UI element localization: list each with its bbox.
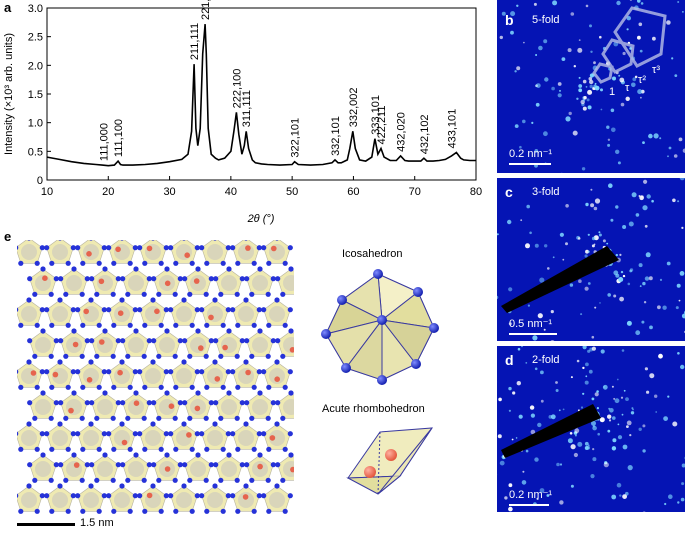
icosahedron-label: Icosahedron [342, 248, 403, 260]
tau-label-tau: τ [625, 82, 630, 94]
y-tick-label: 2.0 [28, 60, 43, 72]
peak-label: 111,100 [113, 119, 125, 157]
x-axis-label: 2θ (°) [247, 213, 275, 225]
icosahedron-model [321, 269, 439, 385]
panel-c-diffraction: c 3-fold 0.5 nm⁻¹ [497, 178, 685, 341]
x-tick-label: 10 [41, 186, 53, 198]
panel-d-scale-text: 0.2 nm⁻¹ [509, 489, 553, 501]
panel-b-scalebar [509, 163, 551, 165]
x-tick-label: 70 [409, 186, 421, 198]
panel-e-scalebar [17, 523, 75, 526]
panel-d-scalebar [509, 504, 549, 506]
panel-c-title: 3-fold [532, 186, 560, 198]
peak-label: 332,002 [348, 88, 360, 128]
peak-label: 433,101 [446, 109, 458, 149]
tau-label-1: 1 [609, 86, 616, 98]
y-tick-label: 3.0 [28, 3, 43, 15]
panel-d-pattern [497, 346, 685, 512]
plot-frame [46, 7, 477, 181]
tau-label-tau2: τ² [638, 74, 647, 86]
y-tick-label: 1.5 [28, 89, 43, 101]
y-tick-label: 2.5 [28, 32, 43, 44]
xrd-chart: 0 0.5 1.0 1.5 2.0 2.5 3.0 10 20 30 40 50 60 70 80 111… [3, 0, 482, 225]
xrd-pattern-line [46, 24, 476, 167]
panel-b-title: 5-fold [532, 14, 560, 26]
panel-e-label: e [4, 229, 12, 244]
panel-b-label: b [505, 12, 514, 28]
diffraction-spots [497, 346, 685, 512]
peak-label: 432,020 [396, 112, 408, 152]
peak-label: 221,001 [200, 0, 212, 20]
panel-d-diffraction: d 2-fold 0.2 nm⁻¹ [497, 346, 685, 512]
x-tick-label: 80 [470, 186, 482, 198]
panel-c-scalebar [509, 333, 557, 335]
panel-a-label: a [4, 0, 12, 15]
peak-label: 311,111 [241, 90, 253, 127]
y-tick-label: 1.0 [28, 118, 43, 130]
beam-stopper [501, 404, 601, 458]
peak-label: 432,102 [419, 114, 431, 154]
quasicrystal-structure-model [17, 240, 294, 517]
panel-b-pattern [499, 0, 685, 173]
peak-label: 332,101 [330, 116, 342, 156]
y-tick-label: 0.5 [28, 146, 43, 158]
panel-b-diffraction: b 5-fold 1 τ τ² τ³ 0.2 nm⁻¹ [497, 0, 685, 173]
panel-c-label: c [505, 184, 513, 200]
tau-pentagons [592, 6, 667, 84]
peak-label: 322,101 [290, 118, 302, 158]
peak-label: 222,100 [231, 69, 243, 109]
beam-stopper [501, 246, 619, 313]
panel-d-title: 2-fold [532, 354, 560, 366]
peak-label: 422,211 [376, 106, 388, 145]
panel-d-label: d [505, 352, 514, 368]
x-tick-label: 40 [225, 186, 237, 198]
peak-label: 111,000 [98, 123, 110, 161]
panel-b-scale-text: 0.2 nm⁻¹ [509, 148, 553, 160]
panel-c-scale-text: 0.5 nm⁻¹ [509, 318, 553, 330]
panel-e-scale-text: 1.5 nm [80, 517, 114, 529]
peak-label: 333,101 [370, 95, 382, 135]
acute-rhombohedron-model [346, 427, 433, 495]
y-axis-label: Intensity (×10³ arb. units) [3, 33, 15, 155]
tau-label-tau3: τ³ [652, 64, 661, 76]
x-tick-label: 60 [347, 186, 359, 198]
peak-label: 211,111 [189, 23, 201, 60]
rhombohedron-label: Acute rhombohedron [322, 403, 425, 415]
panel-c-pattern [497, 178, 685, 341]
x-tick-label: 50 [286, 186, 298, 198]
y-tick-label: 0 [37, 175, 43, 187]
x-tick-label: 30 [163, 186, 175, 198]
x-tick-label: 20 [102, 186, 114, 198]
